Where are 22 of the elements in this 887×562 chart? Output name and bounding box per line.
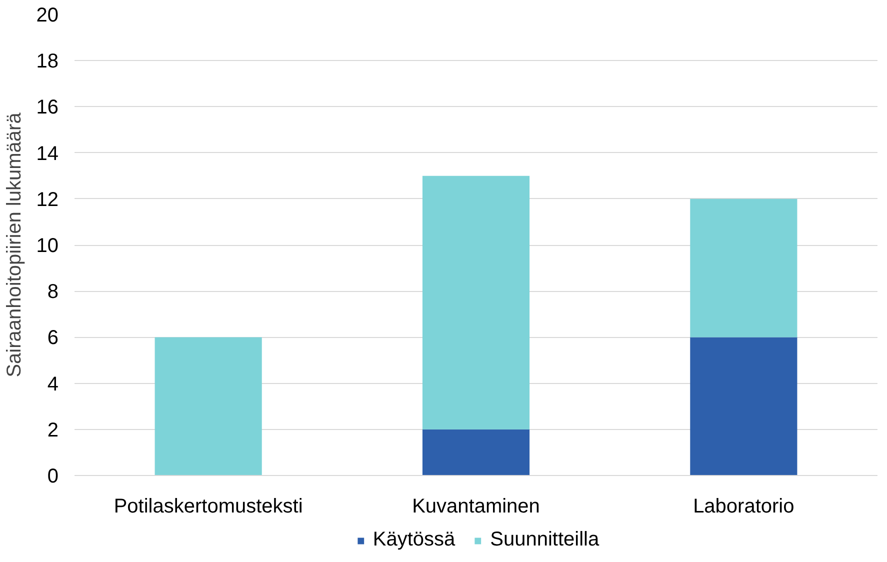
y-tick-label: 12 (36, 188, 59, 211)
bar (154, 337, 262, 476)
x-tick-label: Potilaskertomusteksti (114, 496, 303, 518)
y-tick-label: 4 (47, 373, 58, 396)
y-tick-label: 2 (47, 419, 58, 442)
bar (690, 198, 798, 338)
y-tick-label: 10 (36, 235, 59, 257)
y-tick-label: 14 (36, 142, 59, 165)
x-tick-label: Kuvantaminen (412, 496, 540, 518)
y-tick-label: 0 (47, 466, 58, 488)
y-axis-title: Sairaanhoitopiirien lukumäärä (3, 112, 26, 378)
y-tick-label: 20 (36, 4, 59, 26)
bar (422, 176, 530, 430)
bar (422, 429, 530, 476)
y-tick-label: 6 (47, 327, 58, 350)
bar (690, 337, 798, 476)
legend-label: Suunnitteilla (490, 528, 600, 552)
legend-label: Käytössä (372, 528, 456, 552)
x-tick-label: Laboratorio (693, 496, 794, 518)
y-tick-label: 18 (36, 50, 59, 73)
y-tick-label: 8 (47, 281, 58, 304)
y-tick-label: 16 (36, 96, 59, 119)
